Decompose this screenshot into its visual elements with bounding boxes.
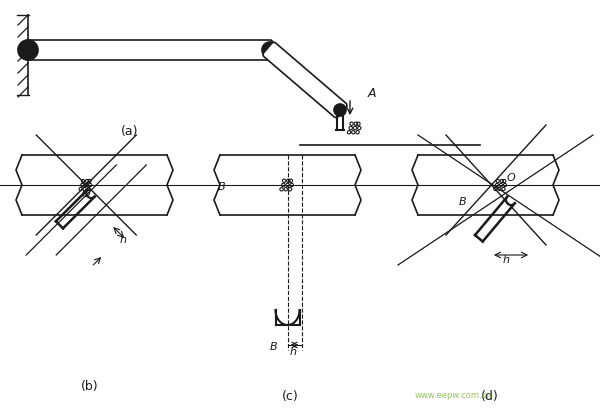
Text: O: O — [81, 189, 90, 199]
Text: h: h — [119, 235, 126, 245]
Circle shape — [18, 40, 38, 60]
Text: www.eepw.com.cn: www.eepw.com.cn — [415, 391, 493, 400]
Circle shape — [334, 104, 346, 116]
Circle shape — [262, 42, 278, 58]
Text: h: h — [290, 347, 296, 357]
Text: B: B — [269, 342, 277, 352]
Text: h: h — [503, 255, 510, 265]
FancyBboxPatch shape — [25, 40, 273, 60]
FancyBboxPatch shape — [263, 42, 347, 118]
Text: (d): (d) — [481, 390, 499, 403]
Text: A: A — [368, 87, 377, 100]
Text: O: O — [507, 173, 516, 183]
Text: B: B — [459, 197, 467, 207]
Text: (a): (a) — [121, 125, 139, 138]
Text: (c): (c) — [281, 390, 298, 403]
Text: (b): (b) — [81, 380, 99, 393]
Text: B: B — [218, 182, 226, 192]
